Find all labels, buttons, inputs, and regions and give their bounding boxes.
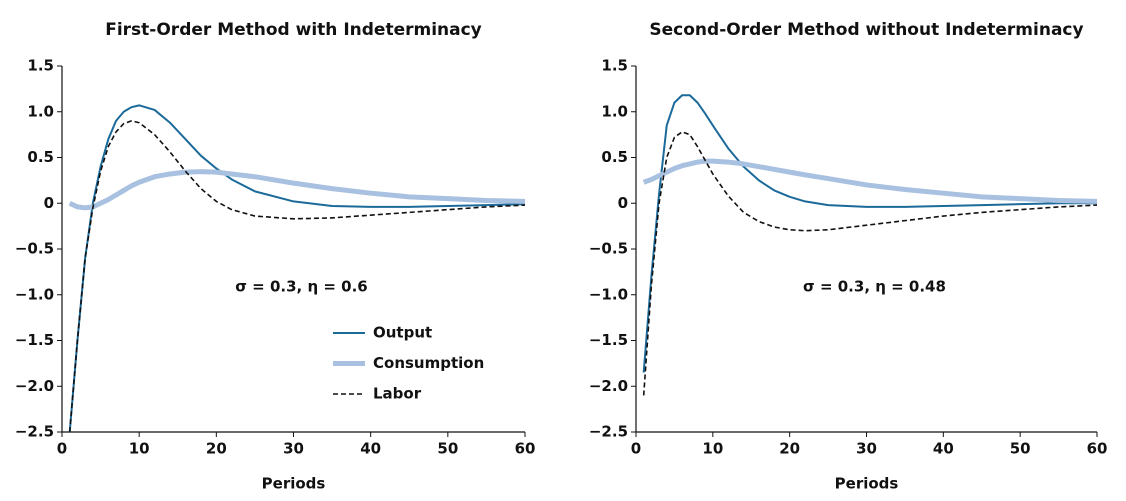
- y-tick-label: −2.5: [589, 423, 628, 441]
- series-line: [68, 120, 526, 433]
- x-axis-label: Periods: [262, 475, 326, 493]
- series-line: [642, 131, 1098, 396]
- y-tick-label: 1.0: [27, 102, 54, 120]
- y-tick-label: 0: [618, 194, 628, 212]
- chart-title: Second-Order Method without Indeterminac…: [649, 20, 1083, 40]
- y-tick-label: 1.5: [27, 57, 54, 75]
- x-tick-label: 20: [206, 440, 227, 458]
- y-tick-label: −1.0: [15, 285, 54, 303]
- legend-label: Labor: [373, 385, 422, 403]
- series-line: [642, 94, 1097, 373]
- y-tick-label: 1.5: [601, 57, 628, 75]
- y-tick-label: −2.0: [589, 377, 628, 395]
- legend-label: Consumption: [373, 354, 484, 372]
- series-line: [68, 104, 526, 433]
- y-tick-label: 1.0: [601, 102, 628, 120]
- y-tick-label: −1.0: [589, 285, 628, 303]
- series-line: [68, 169, 526, 211]
- y-tick-label: −1.5: [589, 331, 628, 349]
- annotation: σ = 0.3, η = 0.6: [235, 278, 367, 296]
- series-line: [642, 158, 1098, 204]
- x-tick-label: 40: [933, 440, 954, 458]
- y-tick-label: 0: [44, 194, 54, 212]
- x-tick-label: 20: [779, 440, 800, 458]
- x-tick-label: 60: [515, 440, 536, 458]
- y-tick-label: −1.5: [15, 331, 54, 349]
- y-tick-label: 0.5: [27, 148, 54, 166]
- x-tick-label: 50: [1010, 440, 1031, 458]
- y-tick-label: −2.5: [15, 423, 54, 441]
- x-tick-label: 0: [57, 440, 67, 458]
- x-tick-label: 10: [129, 440, 150, 458]
- x-tick-label: 60: [1087, 440, 1108, 458]
- x-tick-label: 40: [360, 440, 381, 458]
- x-tick-label: 30: [283, 440, 304, 458]
- chart-title: First-Order Method with Indeterminacy: [105, 20, 482, 40]
- y-tick-label: −2.0: [15, 377, 54, 395]
- x-tick-label: 10: [702, 440, 723, 458]
- y-tick-label: −0.5: [15, 240, 54, 258]
- annotation: σ = 0.3, η = 0.48: [803, 278, 946, 296]
- x-axis-label: Periods: [835, 475, 899, 493]
- y-tick-label: −0.5: [589, 240, 628, 258]
- x-tick-label: 50: [437, 440, 458, 458]
- x-tick-label: 30: [856, 440, 877, 458]
- x-tick-label: 0: [631, 440, 641, 458]
- y-tick-label: 0.5: [601, 148, 628, 166]
- legend-label: Output: [373, 324, 432, 342]
